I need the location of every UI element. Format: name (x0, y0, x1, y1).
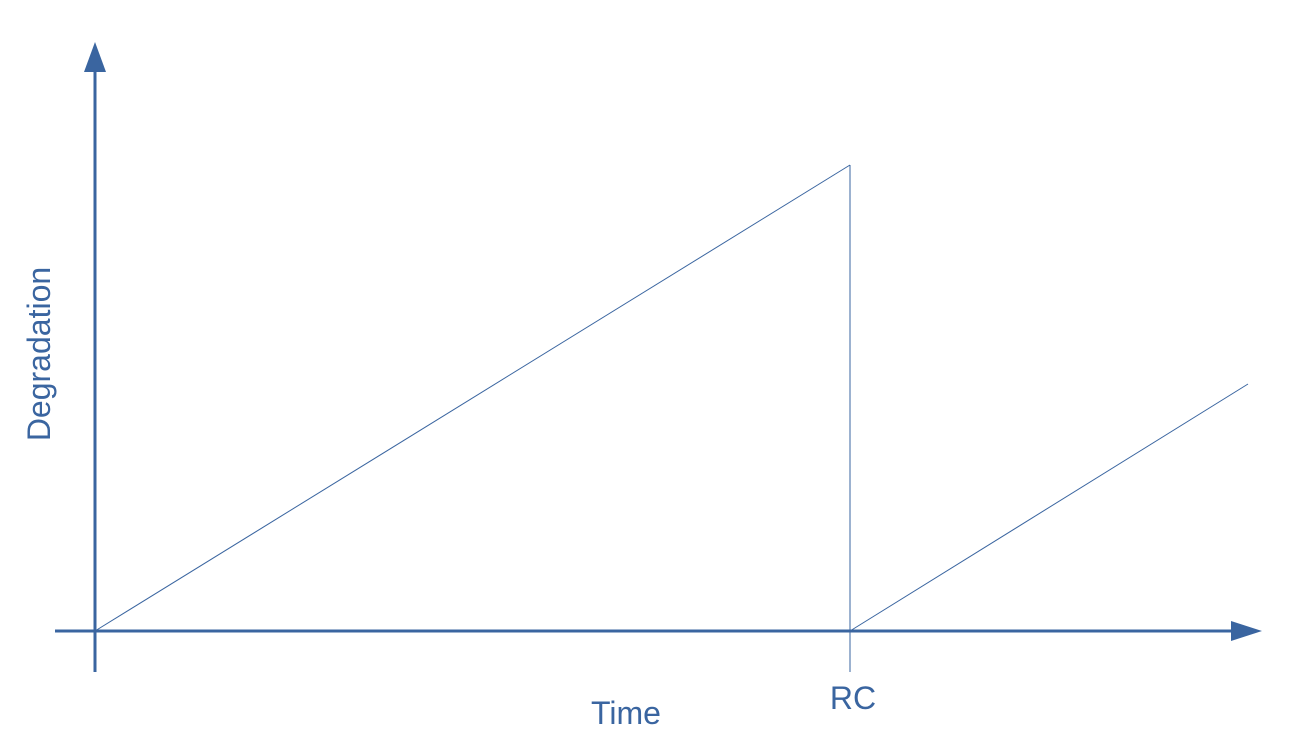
degradation-ramp-2 (849, 383, 1249, 632)
marker-label-rc: RC (830, 680, 876, 716)
degradation-ramp-1 (94, 164, 851, 632)
x-axis-label: Time (591, 695, 661, 731)
y-axis-label: Degradation (21, 267, 57, 441)
y-axis-arrowhead (84, 42, 106, 72)
x-axis-arrowhead (1231, 621, 1262, 641)
